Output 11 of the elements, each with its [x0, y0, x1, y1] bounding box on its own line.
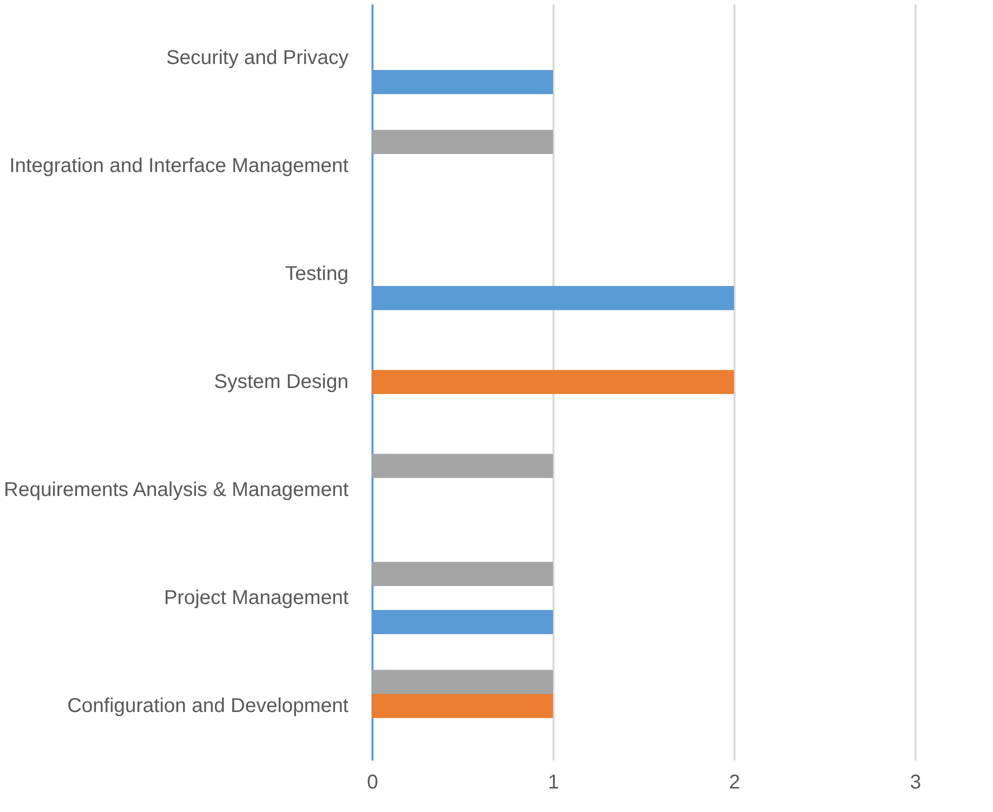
- y-tick-label: Requirements Analysis & Management: [4, 479, 349, 501]
- x-tick-label: 3: [910, 772, 922, 794]
- y-tick-label: Testing: [285, 263, 348, 285]
- y-tick-label: System Design: [214, 371, 348, 393]
- y-tick-label: Security and Privacy: [166, 47, 348, 69]
- y-tick-label: Configuration and Development: [67, 695, 349, 717]
- y-tick-label: Integration and Interface Management: [9, 155, 349, 177]
- x-tick-label: 2: [728, 772, 740, 794]
- x-tick-label: 1: [548, 772, 560, 794]
- y-tick-label: Project Management: [164, 587, 349, 609]
- x-tick-label: 0: [366, 772, 378, 794]
